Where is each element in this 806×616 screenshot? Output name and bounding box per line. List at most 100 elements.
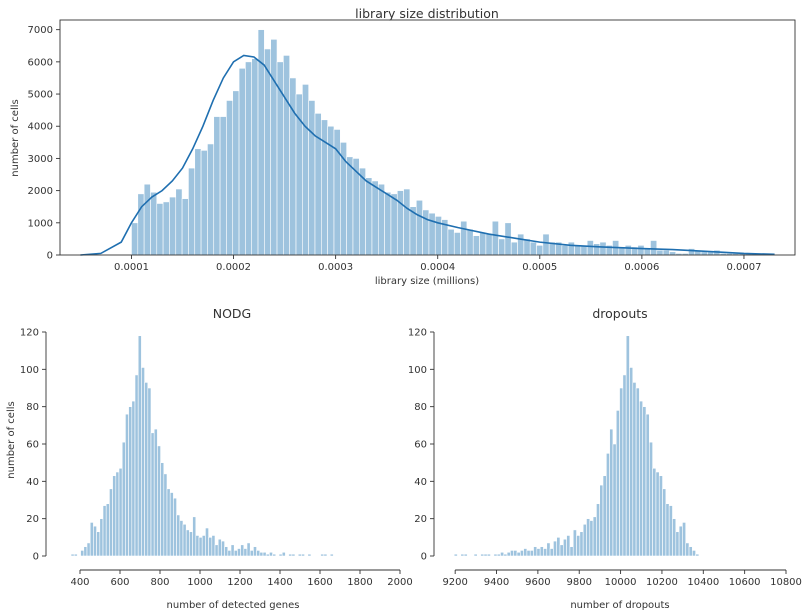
histogram-bar	[675, 531, 680, 557]
y-tick-label: 40	[414, 477, 427, 488]
histogram-bar	[513, 550, 518, 557]
histogram-bar	[536, 548, 541, 557]
histogram-bar	[219, 116, 227, 256]
histogram-bar	[496, 553, 501, 557]
histogram-bar	[498, 238, 506, 256]
histogram-bar	[533, 546, 538, 557]
histogram-bar	[195, 535, 200, 557]
histogram-bar	[589, 520, 594, 557]
histogram-bar	[563, 538, 567, 557]
histogram-bar	[150, 191, 158, 256]
y-tick-label: 120	[20, 328, 39, 339]
x-tick-label: 1800	[347, 577, 372, 588]
histogram-bar	[115, 471, 120, 557]
histogram-bar	[264, 48, 271, 256]
histogram-bar	[192, 516, 197, 557]
histogram-bar	[70, 553, 75, 557]
histogram-bar	[96, 531, 101, 557]
histogram-bar	[491, 220, 499, 256]
x-tick-label: 0.0002	[216, 262, 251, 273]
histogram-bars	[70, 335, 334, 557]
histogram-bar	[473, 553, 478, 557]
histogram-bar	[307, 553, 312, 557]
histogram-bar	[288, 553, 293, 557]
histogram-bar	[169, 196, 177, 256]
histogram-bar	[253, 546, 257, 557]
histogram-bar	[137, 335, 142, 557]
histogram-bar	[205, 527, 209, 557]
x-tick-label: 1400	[267, 577, 292, 588]
histogram-bar	[650, 240, 658, 256]
histogram-bar	[639, 400, 644, 557]
x-axis-label: number of dropouts	[570, 600, 669, 611]
histogram-bar	[134, 374, 139, 557]
histogram-bar	[289, 77, 297, 256]
histogram-bar	[637, 245, 645, 256]
histogram-bar	[655, 471, 660, 557]
histogram-bar	[504, 222, 512, 256]
histogram-bar	[629, 367, 634, 557]
y-tick-label: 80	[414, 402, 427, 413]
histogram-bar	[480, 553, 485, 557]
histogram-bar	[224, 546, 229, 557]
y-tick-label: 4000	[28, 122, 53, 133]
histogram-bar	[625, 335, 630, 557]
x-tick-label: 9600	[525, 577, 550, 588]
histogram-bar	[665, 503, 670, 557]
histogram-bar	[460, 220, 468, 256]
histogram-bar	[213, 116, 221, 256]
histogram-bar	[536, 245, 544, 256]
histogram-bar	[453, 553, 458, 557]
histogram-bar	[137, 193, 145, 256]
histogram-bar	[493, 553, 498, 557]
histogram-bar	[189, 531, 193, 557]
y-tick-label: 100	[20, 365, 39, 376]
histogram-bar	[265, 553, 270, 557]
histogram-bar	[278, 553, 283, 557]
histogram-bar	[500, 551, 505, 557]
histogram-bar	[121, 441, 126, 557]
histogram-bar	[240, 544, 245, 557]
histogram-bar	[609, 428, 614, 557]
histogram-bar	[249, 550, 254, 557]
histogram-bar	[510, 241, 518, 256]
histogram-bar	[678, 525, 683, 557]
histogram-bar	[516, 551, 521, 557]
y-tick-label: 6000	[28, 57, 53, 68]
y-tick-label: 2000	[28, 186, 53, 197]
histogram-bar	[156, 203, 164, 256]
histogram-bar	[175, 188, 183, 256]
x-tick-label: 800	[150, 577, 169, 588]
histogram-bar	[143, 183, 151, 256]
histogram-bar	[141, 367, 145, 557]
y-tick-label: 20	[414, 514, 427, 525]
histogram-bar	[460, 553, 465, 557]
histogram-bar	[131, 222, 139, 256]
histogram-bar	[359, 167, 366, 256]
histogram-bar	[672, 518, 677, 557]
histogram-bar	[314, 113, 322, 256]
histogram-bar	[596, 503, 601, 557]
histogram-bar	[232, 90, 240, 256]
y-tick-label: 0	[47, 251, 53, 262]
x-axis-label: library size (millions)	[375, 276, 479, 287]
x-tick-label: 9200	[442, 577, 467, 588]
histogram-bar	[297, 553, 302, 557]
x-tick-label: 10200	[646, 577, 678, 588]
histogram-bar	[523, 548, 528, 557]
histogram-bar	[517, 233, 525, 256]
histogram-bar	[230, 544, 235, 557]
histogram-bar	[245, 61, 253, 256]
histogram-bar	[485, 233, 493, 256]
histogram-bar	[105, 503, 110, 557]
histogram-bars	[131, 29, 765, 256]
y-tick-label: 60	[26, 440, 39, 451]
histogram-bar	[635, 387, 640, 557]
x-tick-label: 0.0003	[318, 262, 353, 273]
x-tick-label: 2000	[387, 577, 412, 588]
histogram-bar	[176, 514, 181, 557]
histogram-bar	[582, 523, 587, 557]
histogram-bar	[510, 550, 514, 557]
chart-axes: 0.0001 0.0002 0.0003 0.0004 0.0005 0.0006 0.00…	[28, 19, 796, 273]
histogram-bar	[669, 251, 677, 256]
